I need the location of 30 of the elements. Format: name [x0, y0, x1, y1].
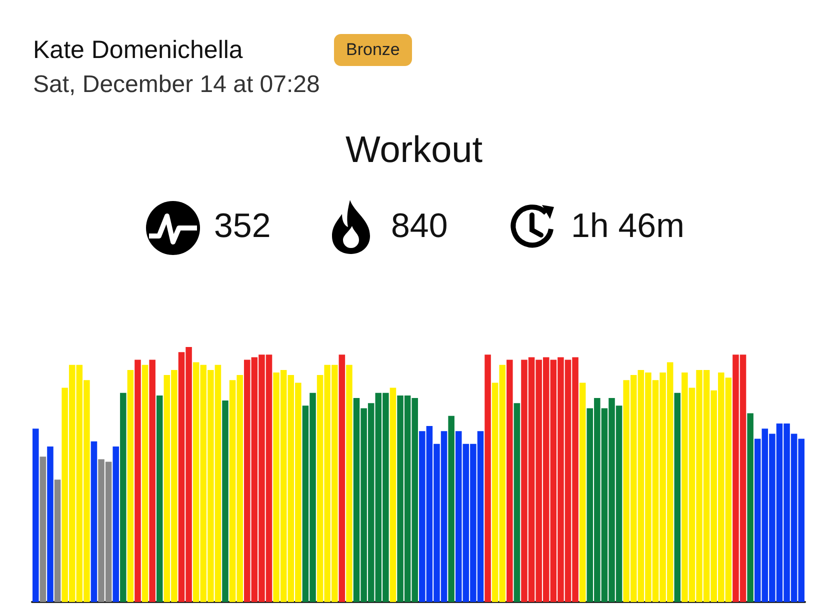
bar	[134, 360, 141, 602]
text: Kate Domenichella	[33, 36, 243, 65]
bar	[40, 456, 46, 602]
bar	[448, 416, 454, 602]
bar	[32, 428, 39, 602]
bar	[90, 441, 98, 602]
bar	[127, 370, 134, 602]
bar	[149, 360, 156, 602]
bar	[484, 354, 491, 602]
bar	[346, 364, 352, 602]
bar	[120, 392, 126, 602]
bar	[156, 395, 163, 602]
text: Bronze	[334, 34, 412, 66]
bar	[674, 392, 681, 602]
chart-title: Workout	[344, 129, 484, 171]
bar	[222, 400, 228, 602]
bar	[112, 446, 119, 602]
text: 352	[214, 207, 271, 246]
bar	[47, 446, 54, 602]
text: 1h 46m	[571, 207, 684, 246]
bar	[506, 360, 513, 602]
text: 840	[391, 207, 448, 246]
bar	[579, 382, 586, 602]
bar	[142, 364, 148, 602]
bar	[338, 354, 346, 602]
text: Sat, December 14 at 07:28	[33, 71, 320, 99]
bar	[514, 403, 520, 602]
bar	[54, 480, 61, 602]
bar	[390, 388, 396, 602]
bar	[747, 413, 754, 602]
